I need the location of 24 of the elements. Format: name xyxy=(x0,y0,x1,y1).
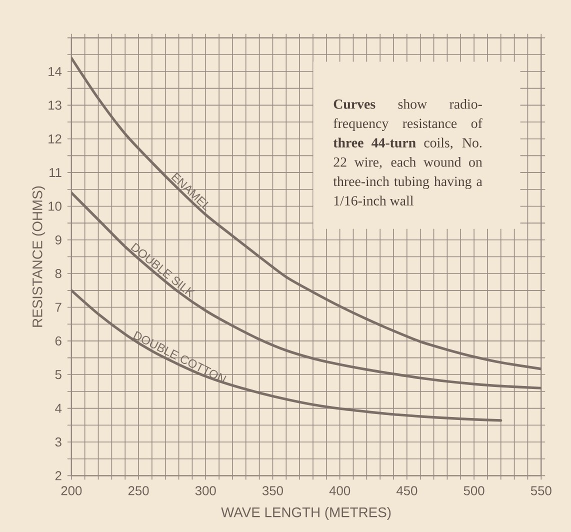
y-tick-label: 12 xyxy=(48,134,62,144)
y-tick-label: 11 xyxy=(50,168,62,177)
y-tick-label: 10 xyxy=(48,201,62,211)
y-tick-label: 3 xyxy=(55,437,62,446)
y-tick-label: 2 xyxy=(55,470,62,480)
x-axis-title: WAVE LENGTH (METRES) xyxy=(221,506,391,520)
y-tick-label: 9 xyxy=(55,235,62,244)
x-tick-label: 500 xyxy=(464,486,484,496)
text: Curves show radio-frequency resistance of three 44-turn coils, No. 22 wire, each wound on three-inch tubing having a 1/16-inch wall xyxy=(333,98,482,206)
y-tick-label: 4 xyxy=(55,404,62,413)
x-tick-label: 250 xyxy=(128,486,149,496)
x-tick-label: 200 xyxy=(61,486,82,496)
x-tick-label: 300 xyxy=(195,486,216,496)
y-tick-label: 13 xyxy=(48,100,62,110)
y-tick-label: 5 xyxy=(55,370,62,379)
x-tick-label: 550 xyxy=(530,486,552,496)
y-tick-label: 6 xyxy=(55,336,62,346)
x-tick-label: 450 xyxy=(396,486,418,496)
x-tick-label: 350 xyxy=(262,486,283,496)
y-axis-title: RESISTANCE (OHMS) xyxy=(32,186,46,327)
y-tick-label: 14 xyxy=(48,66,62,76)
x-tick-label: 400 xyxy=(329,486,350,496)
y-tick-label: 8 xyxy=(55,268,62,278)
y-tick-label: 7 xyxy=(55,302,62,312)
